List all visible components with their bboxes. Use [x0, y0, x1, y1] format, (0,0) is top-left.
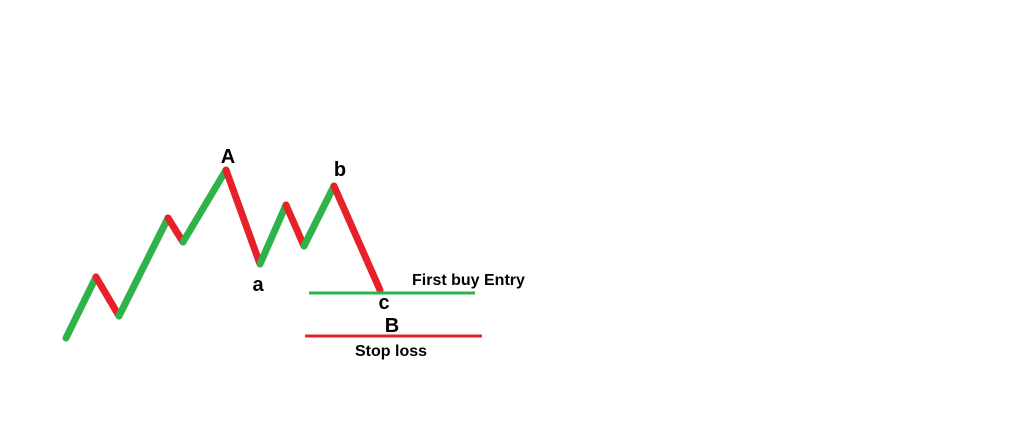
up-leg — [62, 273, 100, 342]
label-A: A — [221, 146, 235, 168]
label-a: a — [252, 274, 264, 296]
up-leg — [300, 182, 338, 250]
down-leg — [164, 214, 187, 246]
up-leg — [256, 201, 290, 268]
down-leg — [92, 273, 123, 320]
stop-loss-label: Stop loss — [355, 343, 427, 360]
first-buy-entry-label: First buy Entry — [412, 272, 525, 289]
down-leg — [282, 201, 308, 250]
label-c: c — [378, 292, 389, 314]
up-leg — [115, 214, 172, 320]
down-leg — [222, 166, 264, 268]
price-path — [62, 166, 384, 342]
down-leg — [330, 182, 384, 294]
up-leg — [179, 166, 230, 246]
label-B: B — [385, 315, 399, 337]
label-b: b — [334, 159, 346, 181]
